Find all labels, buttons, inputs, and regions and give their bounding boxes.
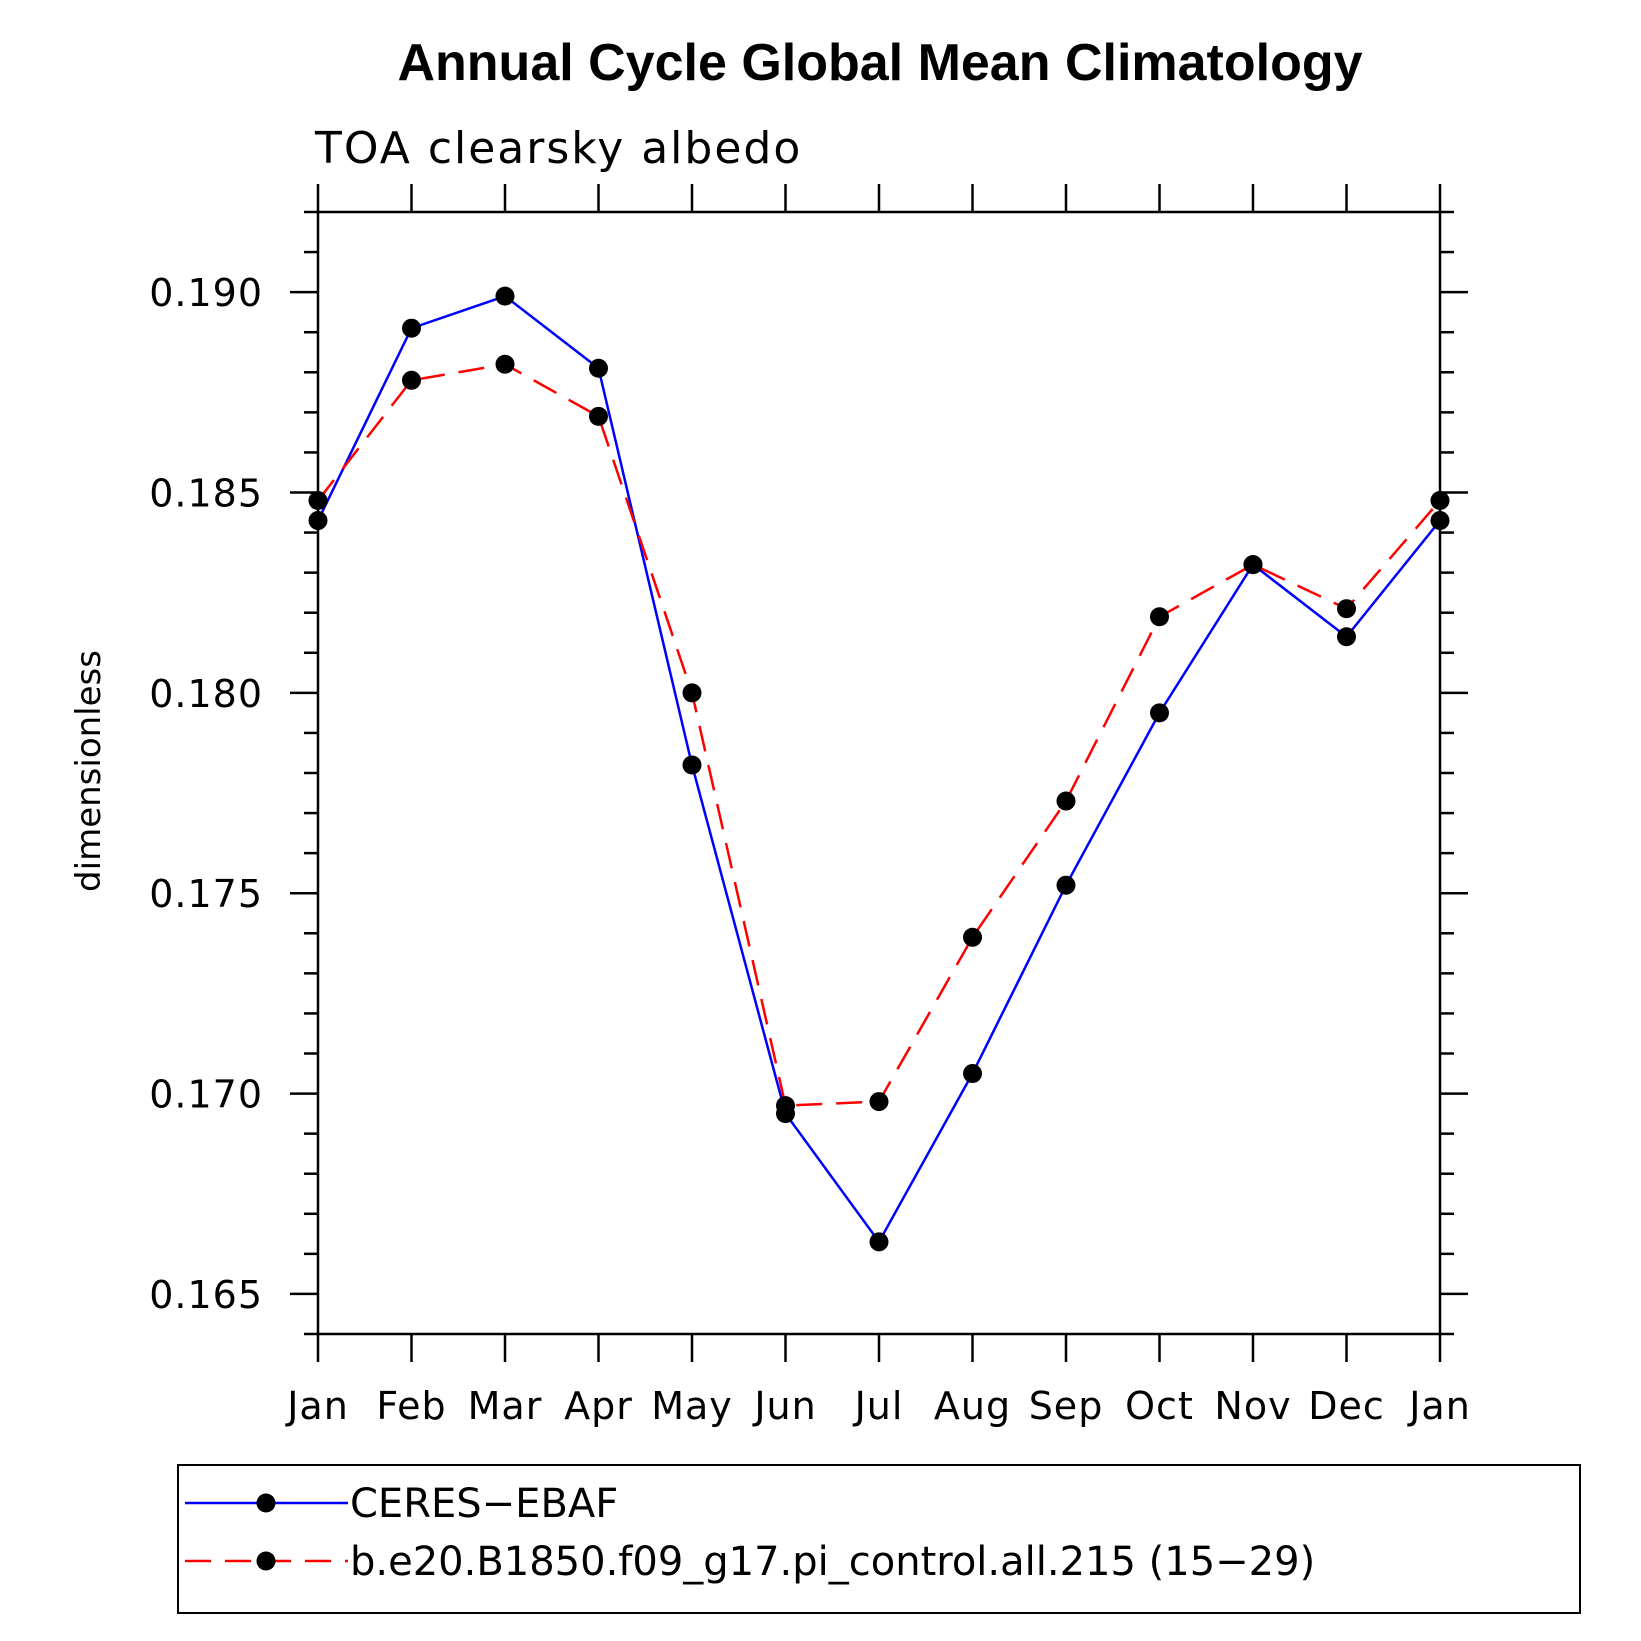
legend-marker (256, 1493, 276, 1513)
data-point (1337, 599, 1356, 619)
data-point (495, 286, 515, 306)
data-point (1056, 875, 1076, 895)
legend-label-1: b.e20.B1850.f09_g17.pi_control.all.215 (… (350, 1539, 1315, 1585)
x-tick-label: Mar (468, 1384, 543, 1428)
x-tick-labels: Jan Feb Mar Apr May Jun Jul Aug Sep Oct Nov Dec Jan (285, 1384, 1471, 1428)
x-tick-label: Nov (1214, 1384, 1291, 1428)
data-point (495, 354, 515, 374)
data-point (1430, 511, 1450, 531)
plot-frame (316, 210, 1442, 1336)
data-point (1430, 491, 1450, 511)
data-point (682, 683, 702, 703)
data-point (402, 370, 421, 390)
legend-label-0: CERES−EBAF (350, 1481, 618, 1527)
data-point (1150, 607, 1169, 627)
y-tick-label: 0.170 (149, 1073, 263, 1117)
data-point (1243, 555, 1263, 575)
y-tick-label: 0.165 (149, 1273, 263, 1317)
legend-box (177, 1464, 1581, 1614)
chart-title: Annual Cycle Global Mean Climatology (397, 34, 1362, 92)
x-tick-label: Sep (1029, 1384, 1104, 1428)
x-tick-label: Jan (1407, 1384, 1471, 1428)
chart-subtitle: TOA clearsky albedo (314, 123, 802, 174)
data-point (589, 358, 608, 378)
data-point (402, 318, 421, 338)
data-point (308, 491, 328, 511)
data-point (963, 1064, 982, 1084)
data-point (1056, 791, 1076, 811)
x-tick-label: Jan (285, 1384, 349, 1428)
x-tick-label: Jul (853, 1384, 904, 1428)
x-tick-label: Jun (752, 1384, 816, 1428)
y-tick-label: 0.175 (149, 872, 263, 916)
x-tick-label: Apr (564, 1384, 633, 1428)
data-point (1337, 627, 1356, 647)
x-tick-label: Oct (1125, 1384, 1194, 1428)
data-point (308, 511, 328, 531)
data-point (589, 406, 608, 426)
y-tick-label: 0.190 (149, 271, 263, 315)
x-tick-label: Feb (376, 1384, 446, 1428)
x-tick-label: Aug (934, 1384, 1011, 1428)
data-point (776, 1096, 795, 1116)
data-point (1150, 703, 1169, 723)
y-tick-labels: 0.165 0.170 0.175 0.180 0.185 0.190 (149, 271, 263, 1317)
legend-marker (256, 1551, 276, 1571)
legend: CERES−EBAF b.e20.B1850.f09_g17.pi_control… (185, 1481, 1315, 1585)
y-axis-label: dimensionless (69, 650, 109, 892)
y-tick-label: 0.180 (149, 672, 263, 716)
y-tick-label: 0.185 (149, 472, 263, 516)
data-point (682, 755, 702, 775)
data-point (963, 927, 982, 947)
axis-ticks (290, 184, 1468, 1362)
x-tick-label: May (651, 1384, 733, 1428)
series-markers (308, 286, 1450, 1252)
data-point (869, 1092, 889, 1112)
x-tick-label: Dec (1308, 1384, 1385, 1428)
data-point (869, 1232, 889, 1252)
series-line-1 (317, 362, 1441, 1107)
